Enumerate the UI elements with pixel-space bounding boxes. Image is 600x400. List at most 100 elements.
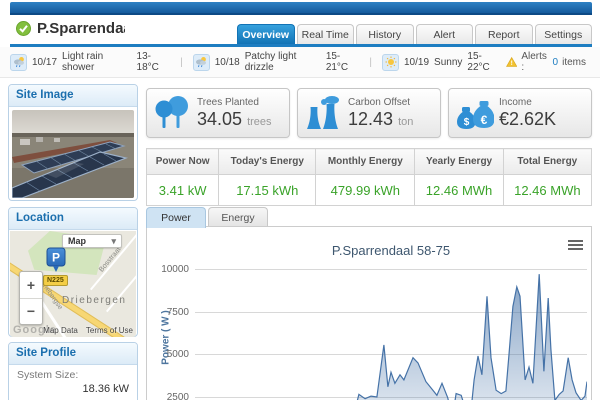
carbon-offset-icon xyxy=(307,96,339,129)
header-divider xyxy=(10,44,592,47)
chart-title: P.Sparrendaal 58-75 xyxy=(331,243,451,258)
weather-date: 10/19 xyxy=(404,56,430,68)
stat-label: Income xyxy=(499,97,532,108)
tab-alert[interactable]: Alert xyxy=(415,24,473,44)
terms-of-use-link[interactable]: Terms of Use xyxy=(85,326,133,335)
column-header: Power Now xyxy=(145,148,220,175)
weather-desc: Light rain shower xyxy=(62,51,104,73)
map-zoom-control: + − xyxy=(19,271,43,325)
weather-temp: 15-22°C xyxy=(467,51,490,73)
gridline xyxy=(195,269,587,270)
svg-text:!: ! xyxy=(511,60,513,67)
weather-date: 10/18 xyxy=(214,56,240,68)
y-tick-label: 10000 xyxy=(161,264,189,275)
chart-tab-power[interactable]: Power xyxy=(146,207,206,228)
warning-icon: ! xyxy=(505,56,518,67)
profile-row-value: 18.36 kW xyxy=(82,383,129,395)
gridline xyxy=(195,354,587,355)
stat-unit: ton xyxy=(398,116,414,128)
map[interactable]: Driebergse Bosstraat Driebergen Map ▾ P … xyxy=(10,231,136,337)
gridline xyxy=(195,312,587,313)
main-nav: Overview Real Time History Alert Report … xyxy=(237,24,592,44)
stat-card-trees: Trees Planted 34.05 trees xyxy=(146,88,290,138)
stat-label: Trees Planted xyxy=(197,97,259,108)
stat-unit: trees xyxy=(247,116,272,128)
column-header: Monthly Energy xyxy=(315,148,416,175)
tab-real-time[interactable]: Real Time xyxy=(296,24,354,44)
map-type-label: Map xyxy=(68,236,86,246)
sun-icon xyxy=(382,53,399,71)
area-series-fill xyxy=(357,274,587,400)
weather-strip: 10/17 Light rain shower 13-18°C | 10/18 … xyxy=(0,47,600,78)
svg-text:P: P xyxy=(52,251,60,265)
column-header: Today's Energy xyxy=(218,148,317,175)
y-tick-label: 2500 xyxy=(166,392,189,400)
place-label: Driebergen xyxy=(62,295,127,306)
weather-desc: Sunny xyxy=(434,56,463,68)
separator: | xyxy=(369,56,372,68)
tab-report[interactable]: Report xyxy=(475,24,533,44)
chevron-down-icon: ▾ xyxy=(111,235,116,246)
chart-menu-icon[interactable] xyxy=(568,240,583,252)
location-panel: Location Driebergse Bosstraat Driebergen… xyxy=(8,207,138,337)
site-photo xyxy=(12,110,134,198)
tab-settings[interactable]: Settings xyxy=(534,24,592,44)
y-tick-label: 7500 xyxy=(166,307,189,318)
location-title: Location xyxy=(9,208,137,230)
map-watermark: Google xyxy=(13,324,57,336)
trees-icon xyxy=(155,96,188,128)
y-axis-title: Power ( W ) xyxy=(160,310,172,365)
alerts-unit: items xyxy=(562,56,586,68)
energy-value: 479.99 kWh xyxy=(315,174,416,206)
column-header: Total Energy xyxy=(502,148,593,175)
status-ok-icon xyxy=(16,21,31,36)
energy-value: 12.46 MWh xyxy=(502,174,593,206)
area-series-line xyxy=(356,274,588,400)
alerts-summary[interactable]: ! Alerts : 0 items xyxy=(505,51,586,73)
site-image-panel: Site Image xyxy=(8,84,138,201)
map-attribution: Map Data Terms of Use xyxy=(43,326,133,335)
rain-cloud-icon xyxy=(10,53,27,71)
tab-overview[interactable]: Overview xyxy=(237,24,295,44)
svg-text:$: $ xyxy=(464,117,470,128)
stat-value: 12.43 xyxy=(348,109,394,129)
power-chart: P.Sparrendaal 58-75 Power ( W ) 10000 75… xyxy=(146,226,592,400)
rain-cloud-icon xyxy=(192,53,210,71)
separator: | xyxy=(180,56,183,68)
chart-plot-area[interactable] xyxy=(195,256,588,400)
income-icon: $ € xyxy=(457,101,494,129)
stat-value: €2.62K xyxy=(499,109,557,129)
weather-desc: Patchy light drizzle xyxy=(244,51,297,73)
zoom-in-button[interactable]: + xyxy=(20,272,42,299)
profile-row-label: System Size: xyxy=(17,369,79,381)
map-data-label: Map Data xyxy=(43,326,78,335)
map-type-button[interactable]: Map ▾ xyxy=(62,234,122,248)
energy-value: 3.41 kW xyxy=(145,174,220,206)
weather-temp: 13-18°C xyxy=(136,51,159,73)
column-header: Yearly Energy xyxy=(414,148,504,175)
zoom-out-button[interactable]: − xyxy=(26,303,36,320)
weather-date: 10/17 xyxy=(32,56,58,68)
site-profile-panel: Site Profile System Size: 18.36 kW Insta… xyxy=(8,342,138,400)
top-accent-bar xyxy=(10,2,592,15)
site-profile-title: Site Profile xyxy=(9,343,137,365)
weather-temp: 15-21°C xyxy=(325,51,349,73)
stat-label: Carbon Offset xyxy=(348,97,411,108)
energy-value: 17.15 kWh xyxy=(218,174,317,206)
energy-value: 12.46 MWh xyxy=(414,174,504,206)
y-tick-label: 5000 xyxy=(166,349,189,360)
chart-tab-energy[interactable]: Energy xyxy=(208,207,268,228)
energy-summary-table: Power Now Today's Energy Monthly Energy … xyxy=(145,148,593,206)
road-shield-n225: N225 xyxy=(43,275,68,286)
alerts-count: 0 xyxy=(552,56,559,68)
site-map-marker[interactable]: P xyxy=(44,247,68,277)
alerts-label: Alerts : xyxy=(521,51,547,73)
site-name: P.Sparrendaal xyxy=(37,20,125,37)
site-logo: P.Sparrendaal xyxy=(16,20,125,37)
tab-history[interactable]: History xyxy=(356,24,414,44)
stat-card-carbon: Carbon Offset 12.43 ton xyxy=(297,88,441,138)
site-image-title: Site Image xyxy=(9,85,137,107)
stat-card-income: $ € Income €2.62K xyxy=(448,88,592,138)
svg-text:€: € xyxy=(481,113,488,127)
